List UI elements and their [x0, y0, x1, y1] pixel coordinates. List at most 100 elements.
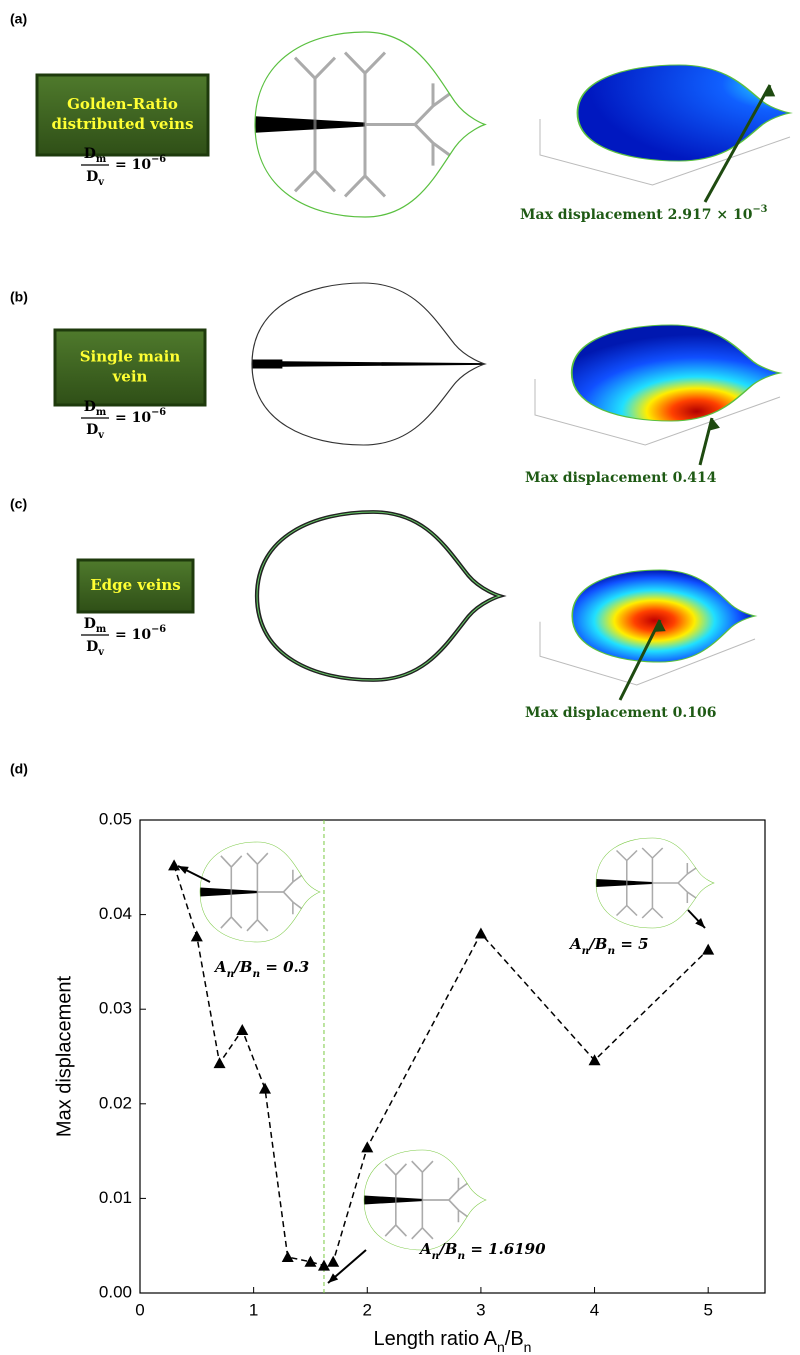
text: Dm	[84, 616, 107, 635]
veins	[596, 848, 696, 918]
text: = 10−6	[115, 154, 166, 173]
surface-plot	[540, 570, 755, 685]
surface-plot	[540, 65, 790, 185]
panel-label: (d)	[10, 761, 28, 777]
series-line	[174, 865, 708, 1265]
veins	[364, 1161, 467, 1239]
data-point	[702, 944, 714, 955]
leaf-outline	[257, 512, 500, 680]
leaf-shape	[255, 32, 485, 217]
text-part: D	[86, 422, 98, 438]
veins	[255, 53, 450, 197]
text-part: = 10	[115, 410, 151, 426]
panel-label: (c)	[10, 496, 27, 512]
text-part: D	[86, 639, 98, 655]
data-point	[327, 1256, 339, 1267]
text-part: −6	[151, 407, 166, 418]
box-text: Golden-Ratio	[67, 95, 178, 113]
leaf-shape	[257, 512, 500, 680]
surface	[578, 65, 791, 161]
page: {"panels": [ {"label": "(a)", "box_text"…	[0, 0, 800, 1355]
surface	[572, 325, 780, 421]
text: Dv	[86, 422, 104, 441]
text-part: v	[97, 430, 104, 441]
text-part: Max displacement 2.917 × 10	[520, 207, 753, 223]
y-axis-label: Max displacement	[53, 975, 75, 1137]
text-part: A	[568, 935, 582, 953]
text-part: n	[582, 945, 590, 957]
text-part: A	[213, 958, 227, 976]
text: An/Bn = 5	[568, 935, 649, 957]
text-part: n	[457, 1250, 465, 1262]
text: = 10−6	[115, 624, 166, 643]
leaf-shape	[252, 283, 485, 445]
y-tick-label: 0.05	[99, 809, 132, 828]
x-tick-label: 2	[363, 1300, 372, 1319]
text-part: m	[96, 624, 107, 635]
text-part: Max displacement 0.106	[525, 705, 716, 721]
x-tick-label: 0	[135, 1300, 144, 1319]
figure: (a)Golden-Ratiodistributed veinsDmDv= 10…	[0, 0, 800, 1355]
leaf-shape	[257, 512, 500, 680]
data-point	[475, 928, 487, 939]
text-part: −6	[151, 624, 166, 635]
text-part: m	[96, 154, 107, 165]
leaf-shape	[596, 838, 714, 928]
annotation: Max displacement 0.414	[525, 470, 717, 486]
x-tick-label: 1	[249, 1300, 258, 1319]
y-tick-label: 0.00	[99, 1282, 132, 1301]
box-text: Single main	[80, 348, 181, 366]
text-part: n	[497, 1339, 505, 1355]
annotation: Max displacement 2.917 × 10−3	[520, 204, 768, 223]
text: An/Bn = 0.3	[213, 958, 309, 980]
text-part: n	[524, 1339, 532, 1355]
text-part: −6	[151, 154, 166, 165]
leaf-shape	[200, 842, 320, 942]
panel-label: (b)	[10, 289, 28, 305]
text-part: D	[84, 146, 96, 162]
text-part: /B	[437, 1240, 457, 1258]
text-part: n	[607, 945, 615, 957]
text-part: n	[432, 1250, 440, 1262]
text: Length ratio An/Bn	[374, 1328, 532, 1354]
panel-label: (a)	[10, 11, 27, 27]
text-part: D	[86, 169, 98, 185]
text-part: Max displacement 0.414	[525, 470, 717, 486]
box-text: distributed veins	[51, 115, 193, 133]
y-tick-label: 0.04	[99, 904, 132, 923]
surface-plot	[535, 325, 780, 445]
text-part: v	[97, 177, 104, 188]
text-part: m	[96, 407, 107, 418]
text-part: D	[84, 399, 96, 415]
leaf-shape	[364, 1150, 486, 1250]
text-part: v	[97, 647, 104, 658]
text-part: −3	[752, 204, 767, 215]
surface	[572, 570, 755, 662]
text-part: n	[227, 968, 235, 980]
text-part: /B	[232, 958, 252, 976]
y-tick-label: 0.01	[99, 1188, 132, 1207]
text-part: = 10	[115, 157, 151, 173]
annotation: Max displacement 0.106	[525, 705, 716, 721]
data-point	[191, 930, 203, 941]
text-part: /B	[505, 1328, 524, 1350]
box-text: Edge veins	[90, 576, 180, 594]
text: = 10−6	[115, 407, 166, 426]
text-part: Length ratio A	[374, 1328, 498, 1350]
text-part: = 10	[115, 627, 151, 643]
y-tick-label: 0.02	[99, 1093, 132, 1112]
text: An/Bn = 1.6190	[418, 1240, 546, 1262]
data-point	[214, 1057, 226, 1068]
text-part: = 0.3	[260, 958, 309, 976]
x-tick-label: 3	[476, 1300, 485, 1319]
data-point	[236, 1024, 248, 1035]
text: Dv	[86, 169, 104, 188]
data-point	[168, 859, 180, 870]
main-vein	[252, 360, 483, 369]
text-part: = 5	[615, 935, 648, 953]
text-part: A	[418, 1240, 432, 1258]
text: Dv	[86, 639, 104, 658]
y-tick-label: 0.03	[99, 999, 132, 1018]
text-part: /B	[587, 935, 607, 953]
text-part: n	[252, 968, 260, 980]
